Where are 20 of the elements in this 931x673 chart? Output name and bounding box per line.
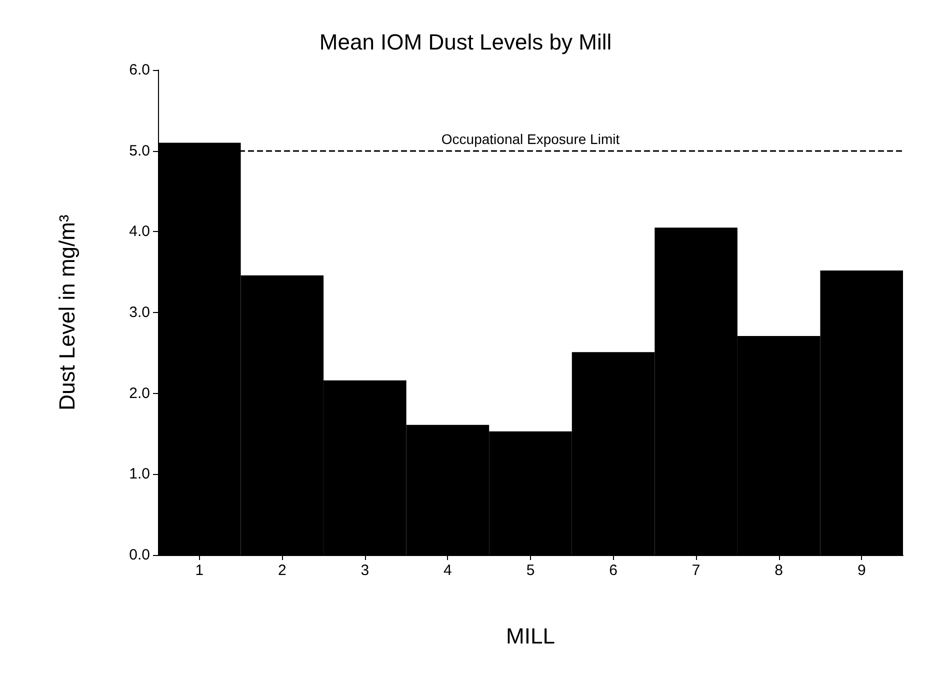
x-tick-label: 4	[444, 562, 452, 579]
x-tick-label: 6	[609, 562, 618, 579]
y-tick-label: 6.0	[129, 62, 150, 78]
y-tick-label: 1.0	[129, 466, 150, 483]
x-tick-label: 9	[857, 562, 866, 579]
x-axis-title: MILL	[506, 624, 555, 648]
y-axis-title: Dust Level in mg/m³	[54, 214, 80, 410]
y-tick-label: 3.0	[129, 304, 150, 321]
y-tick-label: 5.0	[129, 142, 150, 160]
ref-line-label: Occupational Exposure Limit	[441, 130, 620, 147]
x-tick-label: 5	[526, 562, 535, 579]
x-tick-label: 1	[195, 562, 204, 579]
x-tick-label: 2	[278, 562, 286, 579]
x-tick-label: 7	[692, 562, 700, 579]
y-tick-label: 0.0	[129, 546, 150, 564]
x-tick-label: 3	[360, 562, 370, 579]
chart-title: Mean IOM Dust Levels by Mill	[319, 30, 612, 54]
y-tick-label: 4.0	[129, 223, 150, 240]
y-tick-label: 2.0	[129, 384, 150, 402]
x-tick-label: 8	[774, 562, 784, 579]
